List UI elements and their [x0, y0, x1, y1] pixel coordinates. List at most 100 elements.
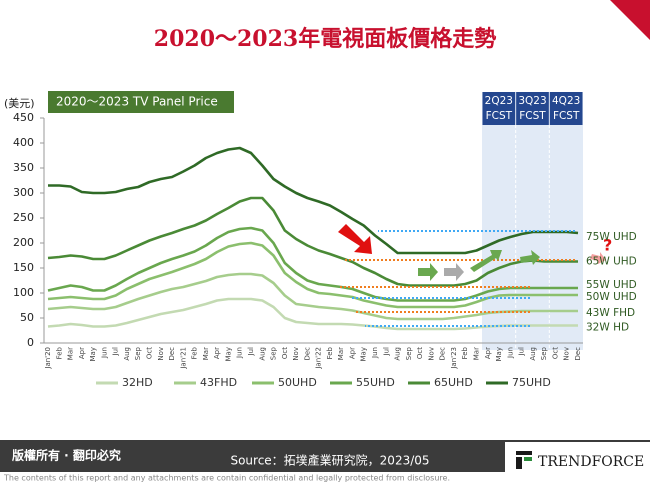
x-tick-label: Jan'23: [450, 347, 458, 370]
x-tick-label: Jan'21: [179, 347, 187, 370]
logo-text: TRENDFORCE: [538, 454, 644, 470]
forecast-header: [482, 92, 516, 125]
y-tick-label: 200: [13, 236, 34, 249]
x-tick-label: Aug: [123, 347, 131, 361]
y-axis-label: (美元): [4, 97, 35, 110]
legend: 32HD 43FHD 50UHD 55UHD 65UHD 75UHD: [96, 376, 551, 389]
x-tick-label: Aug: [529, 347, 537, 361]
x-tick-label: Jan'20: [44, 347, 52, 370]
end-label: 50W UHD: [586, 291, 637, 303]
logo-mark: [516, 457, 522, 469]
x-tick-label: Feb: [55, 346, 63, 359]
series-line: [47, 226, 578, 302]
forecast-label: 3Q23: [518, 95, 546, 107]
question-mark: ?: [603, 236, 612, 255]
x-tick-label: Oct: [145, 347, 153, 359]
x-tick-label: Jun: [506, 347, 514, 359]
x-tick-label: Mar: [202, 347, 210, 360]
forecast-label: 2Q23: [485, 95, 513, 107]
subtitle: 2020～2023 TV Panel Price: [56, 95, 218, 109]
x-tick-label: Jun: [236, 347, 244, 359]
x-tick-label: Nov: [563, 347, 571, 361]
x-tick-label: Jun: [371, 347, 379, 359]
x-tick-label: May: [360, 347, 368, 361]
up-arrow: [470, 250, 502, 272]
y-tick-label: 300: [13, 186, 34, 199]
subtitle-box: [48, 91, 234, 113]
up-arrow: [520, 250, 540, 265]
legend-label: 43FHD: [200, 376, 237, 389]
x-tick-label: Sep: [540, 346, 548, 360]
end-label: 32W HD: [586, 322, 629, 334]
y-tick-label: 100: [13, 286, 34, 299]
forecast-region: 2Q23 FCST 3Q23 FCST 4Q23 FCST: [482, 92, 583, 350]
x-tick-label: May: [495, 347, 503, 361]
end-label: 43W FHD: [586, 307, 635, 319]
forecast-shade: [482, 92, 583, 350]
series-line: [47, 196, 578, 287]
x-tick-label: Jul: [518, 347, 526, 357]
up-arrow: [418, 263, 438, 281]
x-tick-label: Nov: [427, 347, 435, 361]
end-label: 75W UHD: [586, 231, 637, 243]
x-tick-label: Jul: [382, 347, 390, 357]
forecast-label: FCST: [553, 110, 580, 122]
forecast-header: [549, 92, 583, 125]
x-tick-label: Aug: [394, 347, 402, 361]
x-tick-label: Sep: [134, 346, 142, 360]
x-tick-label: Oct: [416, 347, 424, 359]
x-tick-label: Mar: [67, 347, 75, 360]
x-tick-label: Jul: [247, 347, 255, 357]
x-tick-label: May: [224, 347, 232, 361]
x-tick-label: Nov: [157, 347, 165, 361]
y-tick-label: 250: [13, 211, 34, 224]
flat-arrow: [444, 263, 464, 281]
disclaimer: The contents of this report and any atta…: [3, 474, 450, 483]
x-tick-label: Jul: [112, 347, 120, 357]
x-tick-label: Dec: [439, 347, 447, 361]
x-tick-label: Dec: [303, 347, 311, 361]
logo-mark: [516, 451, 532, 455]
x-tick-label: Sep: [270, 346, 278, 360]
legend-label: 50UHD: [278, 376, 317, 389]
x-tick-label: Mar: [473, 347, 481, 360]
y-tick-label: 50: [20, 311, 34, 324]
x-tick-label: Oct: [281, 347, 289, 359]
y-tick-label: 400: [13, 136, 34, 149]
logo-mark: [524, 457, 532, 461]
y-tick-label: 0: [27, 336, 34, 349]
rights: 版權所有 · 翻印必究: [12, 448, 121, 463]
corner-decoration: [610, 0, 650, 40]
x-tick-label: Jan'22: [315, 347, 323, 370]
forecast-label: FCST: [519, 110, 546, 122]
forecast-label: 4Q23: [552, 95, 580, 107]
y-tick-label: 150: [13, 261, 34, 274]
end-label: 65W UHD: [586, 256, 637, 268]
y-tick-label: 350: [13, 161, 34, 174]
x-tick-label: Aug: [258, 347, 266, 361]
x-tick-label: Mar: [337, 347, 345, 360]
source: Source：拓墣產業研究院，2023/05: [230, 453, 429, 468]
legend-label: 55UHD: [356, 376, 395, 389]
down-arrow: [338, 224, 372, 254]
x-tick-label: Dec: [168, 347, 176, 361]
y-tick-label: 450: [13, 111, 34, 124]
x-tick-label: Apr: [213, 347, 221, 359]
x-tick-label: Jun: [100, 347, 108, 359]
pink-arrow: [590, 252, 606, 264]
x-tick-label: Feb: [326, 346, 334, 359]
x-tick-label: Dec: [574, 347, 582, 361]
x-tick-label: Feb: [191, 346, 199, 359]
x-tick-label: Nov: [292, 347, 300, 361]
x-tick-label: Apr: [78, 347, 86, 359]
legend-label: 32HD: [122, 376, 153, 389]
x-tick-label: Feb: [461, 346, 469, 359]
x-tick-label: Apr: [484, 347, 492, 359]
legend-label: 75UHD: [512, 376, 551, 389]
series-line: [48, 146, 579, 255]
forecast-header: [516, 92, 549, 125]
x-tick-label: Apr: [348, 347, 356, 359]
